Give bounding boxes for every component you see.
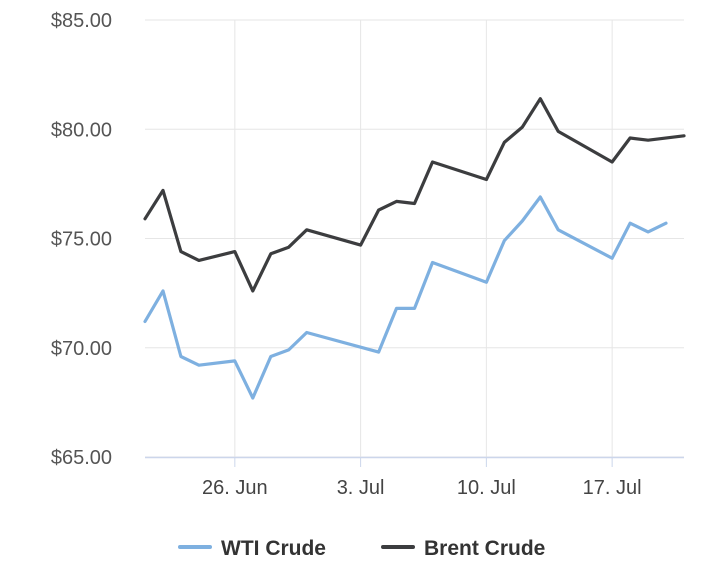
series-lines (143, 97, 686, 400)
x-tick-label: 26. Jun (202, 477, 268, 499)
y-axis-tick-labels: $65.00 $70.00 $75.00 $80.00 $85.00 (51, 10, 112, 469)
legend-item-1[interactable]: Brent Crude (381, 537, 545, 560)
series-line-0[interactable] (143, 195, 668, 400)
y-tick-label: $65.00 (51, 447, 112, 469)
legend-label: Brent Crude (424, 537, 545, 560)
x-tick-label: 17. Jul (583, 477, 642, 499)
legend-item-0[interactable]: WTI Crude (178, 537, 326, 560)
legend[interactable]: WTI Crude Brent Crude (178, 537, 545, 560)
y-tick-label: $70.00 (51, 338, 112, 360)
y-tick-label: $85.00 (51, 10, 112, 32)
series-line-1[interactable] (143, 97, 686, 293)
grid-lines (145, 19, 684, 467)
x-tick-label: 10. Jul (457, 477, 516, 499)
legend-label: WTI Crude (221, 537, 326, 560)
x-tick-label: 3. Jul (337, 477, 385, 499)
x-axis-tick-labels: 26. Jun 3. Jul 10. Jul 17. Jul (202, 477, 642, 499)
y-tick-label: $75.00 (51, 229, 112, 251)
y-tick-label: $80.00 (51, 119, 112, 141)
